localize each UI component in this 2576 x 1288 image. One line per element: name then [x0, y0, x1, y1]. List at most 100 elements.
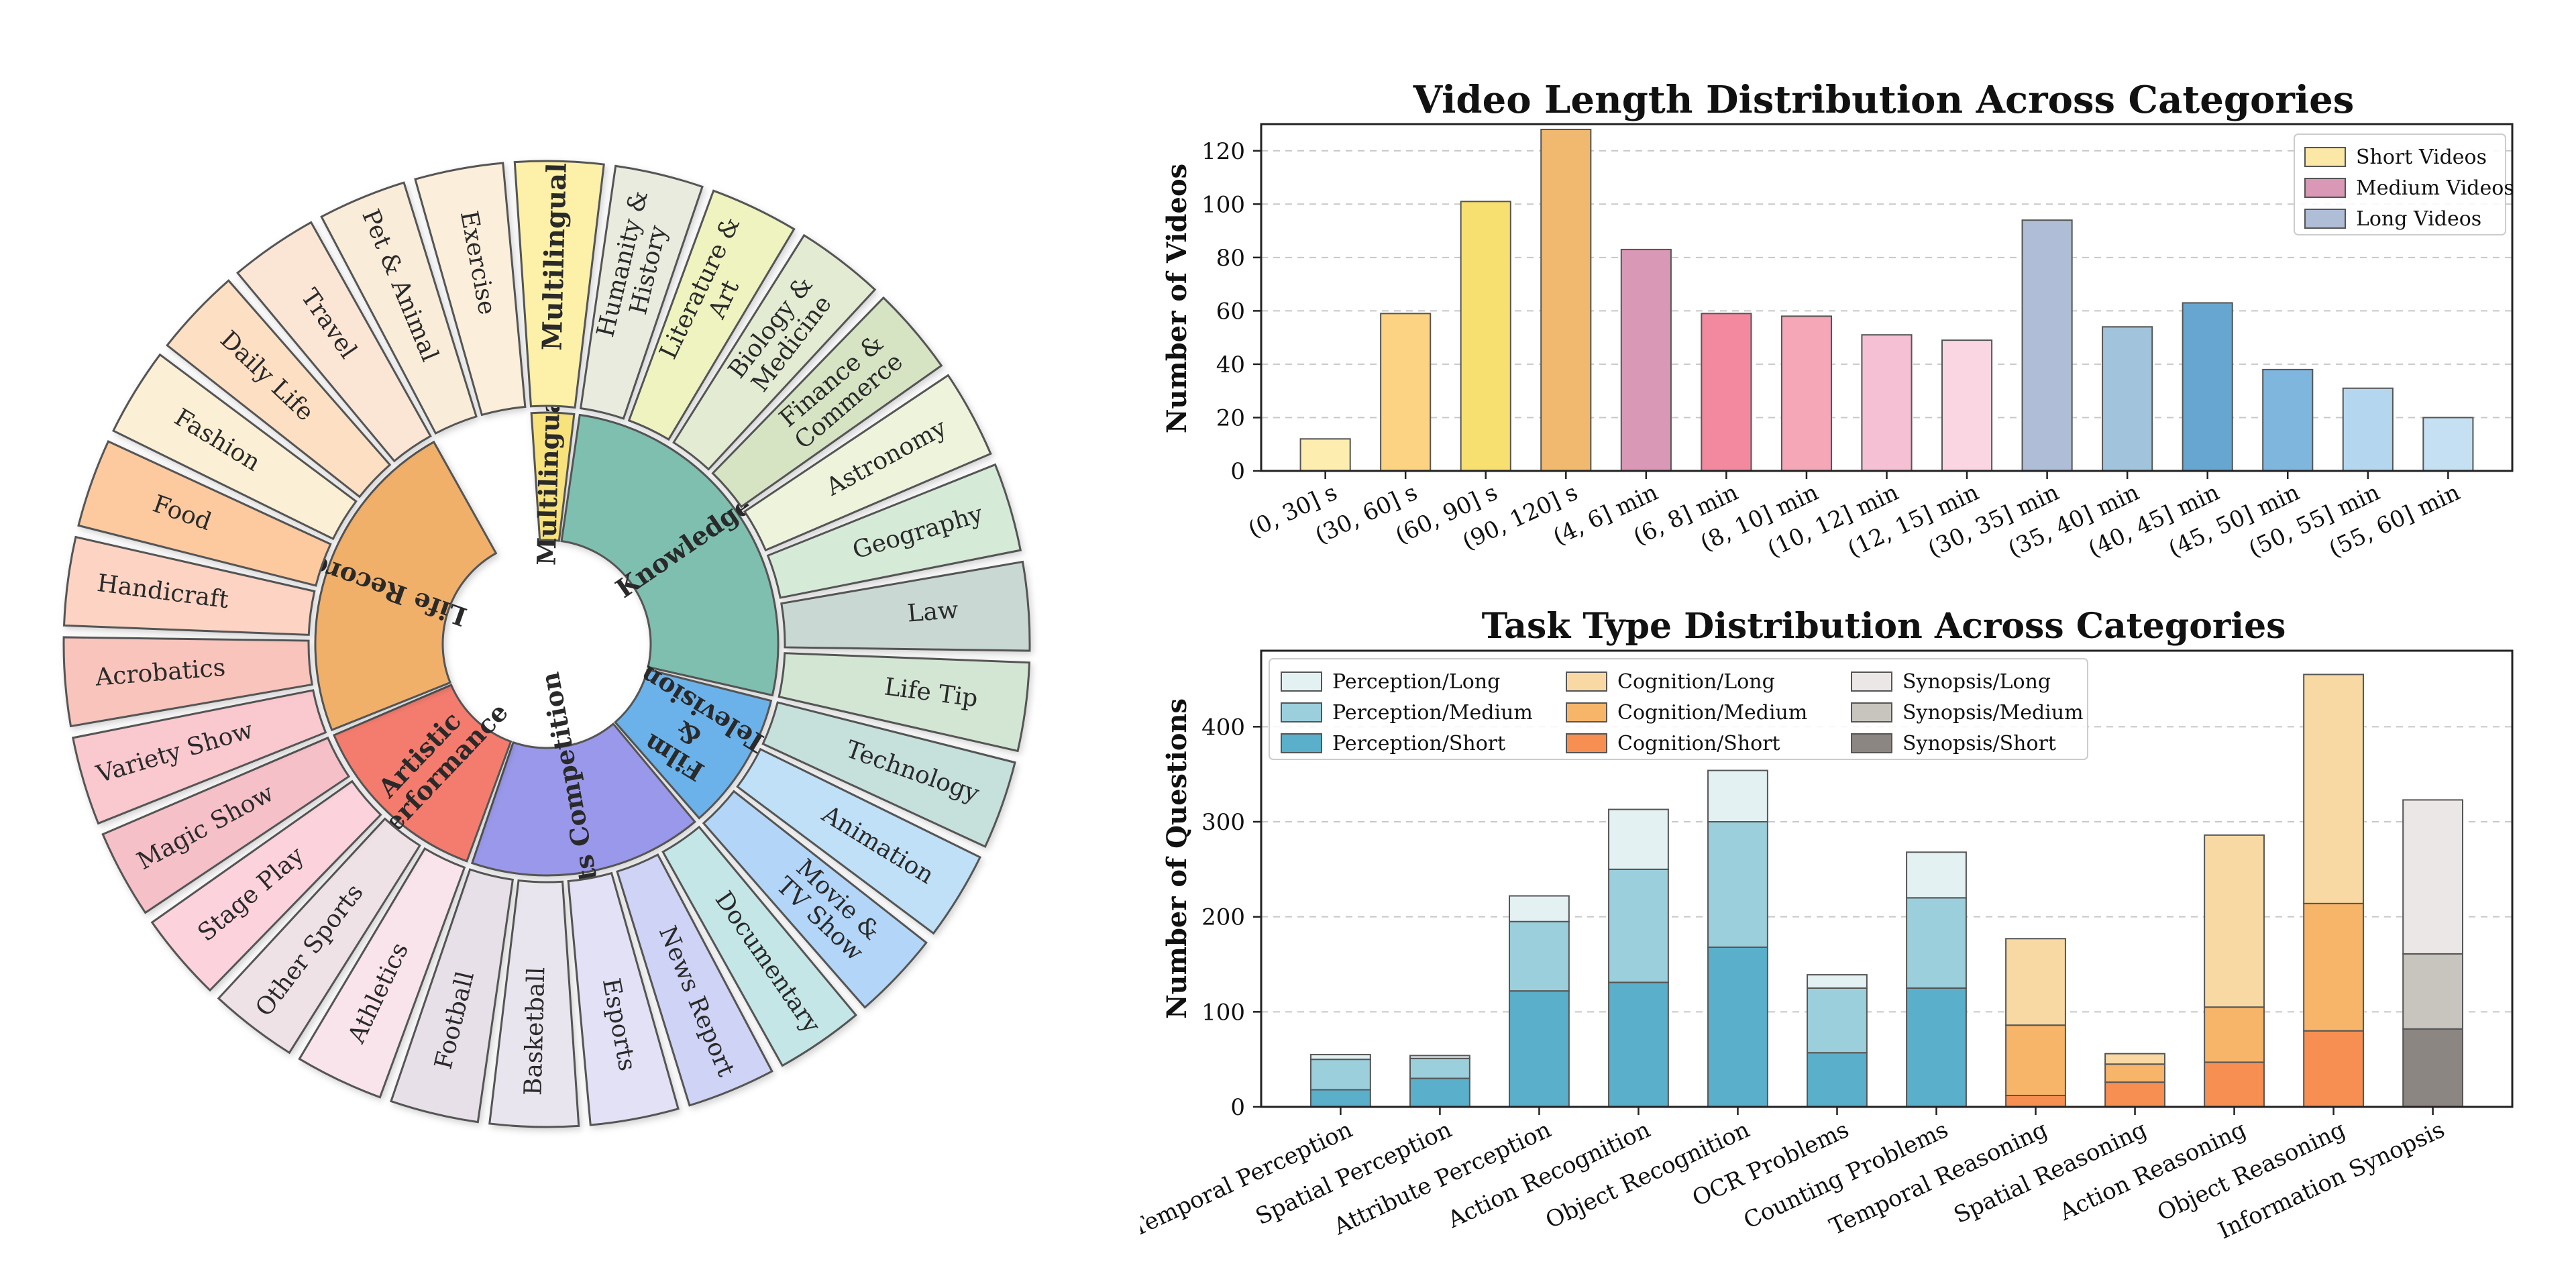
legend-swatch	[1281, 702, 1322, 722]
outer-segment-pet-animal	[320, 181, 478, 435]
legend-label: Synopsis/Long	[1902, 670, 2051, 694]
bar-object-recognition-perception-long	[1707, 769, 1768, 822]
bar-counting-problems-perception-long	[1906, 851, 1967, 899]
bar-object-recognition-perception-short	[1707, 947, 1768, 1108]
bar-temporal-perception-perception-short	[1310, 1089, 1371, 1108]
bar-action-recognition-perception-long	[1608, 808, 1669, 870]
bar-temporal-reasoning-cognition-short	[2005, 1095, 2066, 1108]
bar-35-40-min	[2102, 326, 2153, 472]
outer-segment-humanity-history	[579, 164, 704, 420]
bar-temporal-reasoning-cognition-medium	[2005, 1024, 2066, 1097]
bar-object-reasoning-cognition-short	[2303, 1030, 2364, 1108]
bar-6-8-min	[1701, 313, 1752, 472]
outer-segment-daily-life	[166, 279, 392, 498]
outer-segment-food	[77, 440, 332, 587]
y-tick-label: 0	[1230, 1094, 1245, 1121]
bar-action-reasoning-cognition-long	[2204, 834, 2265, 1008]
y-tick-label: 20	[1216, 405, 1245, 431]
bar-40-45-min	[2182, 302, 2233, 472]
inner-segment-film-television	[613, 668, 773, 820]
bar-spatial-perception-perception-medium	[1409, 1057, 1470, 1079]
legend-swatch	[1281, 733, 1322, 753]
bar-8-10-min	[1780, 315, 1833, 472]
outer-segment-astronomy	[743, 374, 992, 552]
outer-segment-travel	[236, 221, 432, 463]
outer-label-basketball: Basketball	[519, 967, 550, 1096]
legend-swatch	[1851, 672, 1892, 692]
y-axis-title: Number of Videos	[1161, 164, 1193, 433]
y-tick-label: 300	[1201, 809, 1245, 836]
bar-45-50-min	[2262, 368, 2314, 472]
plot-frame	[1260, 649, 2514, 1108]
legend-swatch	[2304, 209, 2346, 229]
outer-segment-exercise	[414, 162, 527, 417]
inner-segment-knowledge	[560, 413, 780, 697]
y-tick-label: 60	[1216, 298, 1245, 325]
bar-4-6-min	[1620, 248, 1672, 472]
chart-title: Task Type Distribution Across Categories	[1482, 606, 2286, 647]
bar-information-synopsis-synopsis-medium	[2402, 953, 2463, 1030]
bar-spatial-reasoning-cognition-short	[2104, 1081, 2165, 1108]
bar-temporal-perception-perception-medium	[1310, 1059, 1371, 1091]
bar-ocr-problems-perception-medium	[1807, 987, 1868, 1054]
outer-segment-technology	[761, 701, 1016, 849]
outer-segment-literature-art	[627, 189, 796, 441]
outer-segment-movie-tv-show	[702, 790, 928, 1009]
bar-10-12-min	[1861, 334, 1913, 472]
bar-12-15-min	[1941, 339, 1993, 472]
video-length-chart: Video Length Distribution Across Categor…	[1161, 78, 2514, 563]
outer-segment-fashion	[111, 353, 358, 541]
inner-label-multilingual: Multilingual	[531, 387, 566, 566]
outer-segment-stage-play	[150, 780, 382, 992]
outer-segment-law	[780, 560, 1031, 652]
bar-object-reasoning-cognition-medium	[2303, 902, 2364, 1032]
legend-label: Short Videos	[2356, 146, 2487, 169]
outer-segment-geography	[766, 463, 1022, 599]
y-tick-label: 400	[1201, 714, 1245, 741]
bar-0-30-s	[1299, 438, 1351, 472]
outer-label-law: Law	[906, 596, 959, 628]
bar-attribute-perception-perception-short	[1509, 990, 1570, 1108]
bar-30-35-min	[2021, 219, 2073, 472]
outer-segment-magic-show	[101, 736, 351, 914]
bar-counting-problems-perception-medium	[1906, 897, 1967, 989]
bar-spatial-perception-perception-short	[1409, 1077, 1470, 1108]
bar-ocr-problems-perception-short	[1807, 1052, 1868, 1108]
legend-label: Perception/Short	[1332, 732, 1505, 755]
legend-swatch	[1851, 702, 1892, 722]
bar-attribute-perception-perception-medium	[1509, 920, 1570, 992]
outer-segment-multilingual	[513, 160, 605, 409]
y-tick-label: 200	[1201, 904, 1245, 931]
bar-spatial-reasoning-cognition-medium	[2104, 1063, 2165, 1083]
inner-segment-life-record	[314, 440, 498, 732]
y-tick-label: 0	[1230, 458, 1245, 485]
outer-segment-esports	[567, 871, 680, 1126]
legend-label: Cognition/Medium	[1617, 701, 1807, 724]
bar-attribute-perception-perception-long	[1509, 895, 1570, 922]
legend-swatch	[1566, 702, 1607, 722]
bar-90-120-s	[1540, 128, 1592, 472]
legend-label: Cognition/Long	[1617, 670, 1775, 694]
outer-label-multilingual: Multilingual	[536, 162, 572, 351]
task-type-chart: Task Type Distribution Across Categories…	[1140, 606, 2514, 1244]
bar-information-synopsis-synopsis-long	[2402, 799, 2463, 955]
outer-segment-animation	[736, 747, 982, 935]
legend-label: Perception/Medium	[1332, 701, 1533, 724]
sunburst-chart: Multilingual KnowledgeFilm&TelevisionSpor…	[62, 160, 1031, 1128]
bar-action-reasoning-cognition-medium	[2204, 1006, 2265, 1063]
bar-60-90-s	[1460, 201, 1511, 472]
bar-temporal-reasoning-cognition-long	[2005, 938, 2066, 1026]
legend: Perception/Long Cognition/Long Synopsis/Lo…	[1269, 658, 2088, 760]
bar-action-reasoning-cognition-short	[2204, 1061, 2265, 1108]
outer-segment-variety-show	[71, 689, 327, 825]
bar-information-synopsis-synopsis-short	[2402, 1028, 2463, 1108]
outer-segment-acrobatics	[62, 636, 313, 728]
bar-action-recognition-perception-medium	[1608, 868, 1669, 983]
bar-55-60-min	[2422, 417, 2474, 472]
legend-label: Synopsis/Short	[1902, 732, 2056, 755]
plot-frame	[1260, 123, 2514, 472]
legend-swatch	[1281, 672, 1322, 692]
y-tick-label: 40	[1216, 352, 1245, 378]
legend-swatch	[2304, 178, 2346, 198]
y-tick-label: 80	[1216, 245, 1245, 272]
